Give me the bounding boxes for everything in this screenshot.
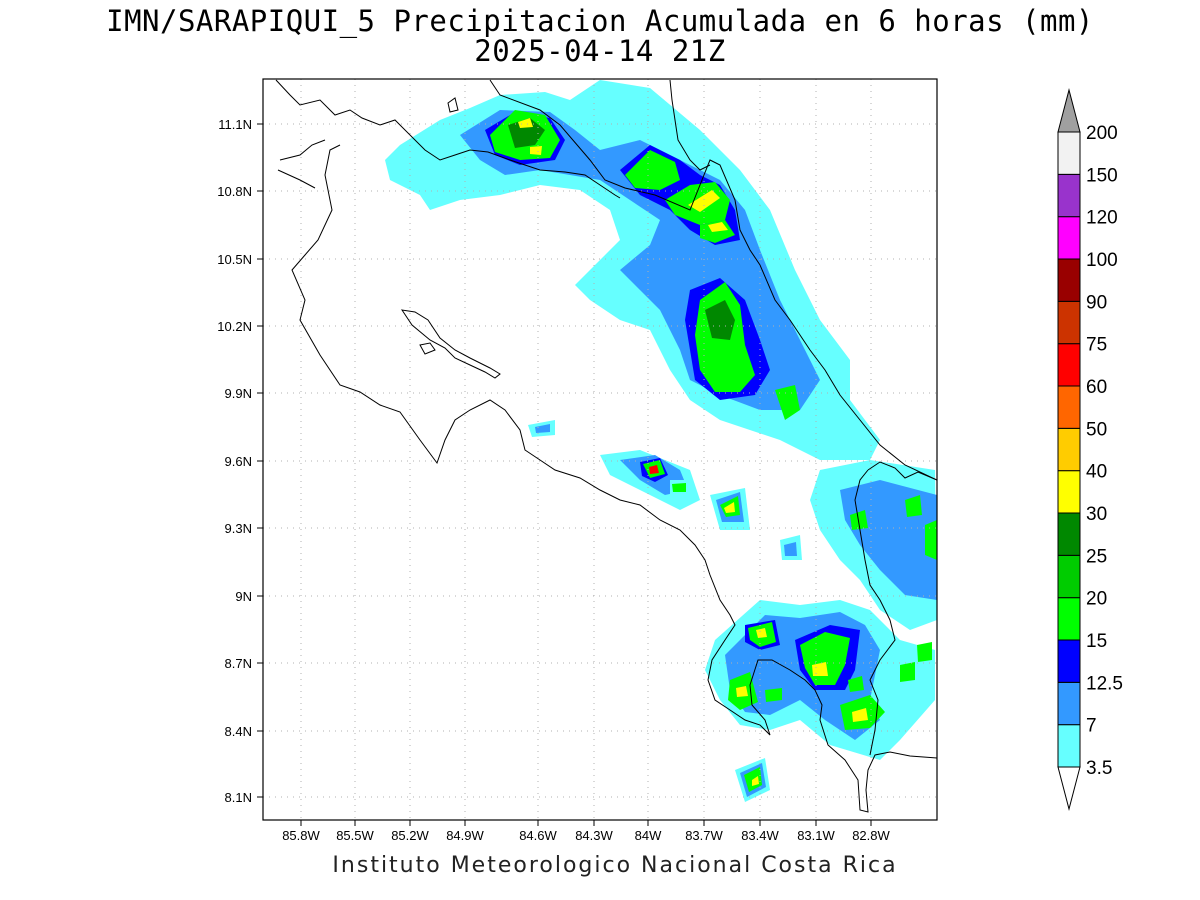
footer-credit: Instituto Meteorologico Nacional Costa R… bbox=[332, 853, 898, 878]
colorbar-label: 75 bbox=[1086, 335, 1107, 356]
lat-tick-label: 10.8N bbox=[217, 184, 252, 199]
colorbar-box bbox=[1057, 385, 1081, 429]
map-coastlines bbox=[275, 79, 937, 813]
colorbar-label: 12.5 bbox=[1086, 673, 1123, 694]
precip-blob-south bbox=[705, 600, 935, 802]
lon-axis: 85.8W 85.5W 85.2W 84.9W 84.6W 84.3W 84W … bbox=[282, 820, 891, 843]
colorbar-label: 3.5 bbox=[1086, 758, 1112, 779]
colorbar-label: 50 bbox=[1086, 419, 1107, 440]
colorbar: 3.5 7 12.5 15 20 25 30 40 50 60 75 90 100 120 150 200 bbox=[1057, 88, 1123, 811]
colorbar-label: 30 bbox=[1086, 504, 1107, 525]
precip-60 bbox=[649, 465, 659, 474]
lat-axis: 11.1N 10.8N 10.5N 10.2N 9.9N 9.6N 9.3N 9… bbox=[217, 117, 263, 805]
lon-tick-label: 85.2W bbox=[391, 828, 429, 843]
colorbar-label: 120 bbox=[1086, 208, 1118, 229]
colorbar-upper-triangle bbox=[1057, 88, 1081, 133]
colorbar-box bbox=[1057, 300, 1081, 345]
lon-tick-label: 83.4W bbox=[741, 828, 779, 843]
lat-tick-label: 9.6N bbox=[225, 454, 252, 469]
lat-tick-label: 11.1N bbox=[218, 117, 252, 132]
lat-tick-label: 8.1N bbox=[225, 790, 252, 805]
lat-tick-label: 10.2N bbox=[217, 319, 252, 334]
precip-blob-east bbox=[780, 460, 937, 630]
lat-tick-label: 8.7N bbox=[225, 656, 252, 671]
colorbar-label: 150 bbox=[1086, 165, 1118, 186]
colorbar-label: 15 bbox=[1086, 631, 1107, 652]
lon-tick-label: 84.6W bbox=[519, 828, 557, 843]
colorbar-box bbox=[1057, 681, 1081, 726]
precip-blob-central bbox=[528, 420, 750, 530]
colorbar-label: 40 bbox=[1086, 462, 1107, 483]
colorbar-lower-triangle bbox=[1057, 766, 1081, 811]
lon-tick-label: 84W bbox=[635, 828, 662, 843]
lon-tick-label: 83.7W bbox=[685, 828, 723, 843]
lat-tick-label: 10.5N bbox=[217, 252, 252, 267]
colorbar-label: 90 bbox=[1086, 292, 1107, 313]
lon-tick-label: 83.1W bbox=[797, 828, 835, 843]
lat-tick-label: 8.4N bbox=[225, 724, 252, 739]
colorbar-box bbox=[1057, 639, 1081, 683]
precip-30 bbox=[518, 118, 533, 128]
lon-tick-label: 85.5W bbox=[336, 828, 374, 843]
precip-blob-north bbox=[385, 80, 880, 460]
colorbar-box bbox=[1057, 216, 1081, 260]
colorbar-box bbox=[1057, 258, 1081, 302]
map-title: IMN/SARAPIQUI_5 Precipitacion Acumulada … bbox=[106, 4, 1094, 38]
map-gridlines bbox=[263, 79, 937, 820]
colorbar-box bbox=[1057, 343, 1081, 387]
colorbar-label: 60 bbox=[1086, 377, 1107, 398]
lon-tick-label: 82.8W bbox=[852, 828, 890, 843]
lat-tick-label: 9.3N bbox=[225, 521, 252, 536]
colorbar-box bbox=[1057, 173, 1081, 218]
map-frame bbox=[262, 78, 938, 821]
precip-field bbox=[385, 80, 937, 802]
lon-tick-label: 84.3W bbox=[575, 828, 613, 843]
lat-tick-label: 9.9N bbox=[225, 386, 252, 401]
colorbar-label: 20 bbox=[1086, 589, 1107, 610]
colorbar-box bbox=[1057, 131, 1081, 175]
colorbar-label: 7 bbox=[1086, 716, 1097, 737]
lon-tick-label: 84.9W bbox=[446, 828, 484, 843]
colorbar-box bbox=[1057, 427, 1081, 472]
colorbar-box bbox=[1057, 470, 1081, 514]
colorbar-box bbox=[1057, 724, 1081, 768]
lon-tick-label: 85.8W bbox=[282, 828, 320, 843]
colorbar-box bbox=[1057, 597, 1081, 641]
map-valid-time: 2025-04-14 21Z bbox=[474, 34, 726, 68]
colorbar-label: 25 bbox=[1086, 546, 1107, 567]
colorbar-box bbox=[1057, 554, 1081, 599]
lat-tick-label: 9N bbox=[235, 589, 252, 604]
colorbar-label: 100 bbox=[1086, 250, 1118, 271]
colorbar-box bbox=[1057, 512, 1081, 556]
colorbar-label: 200 bbox=[1086, 123, 1118, 144]
